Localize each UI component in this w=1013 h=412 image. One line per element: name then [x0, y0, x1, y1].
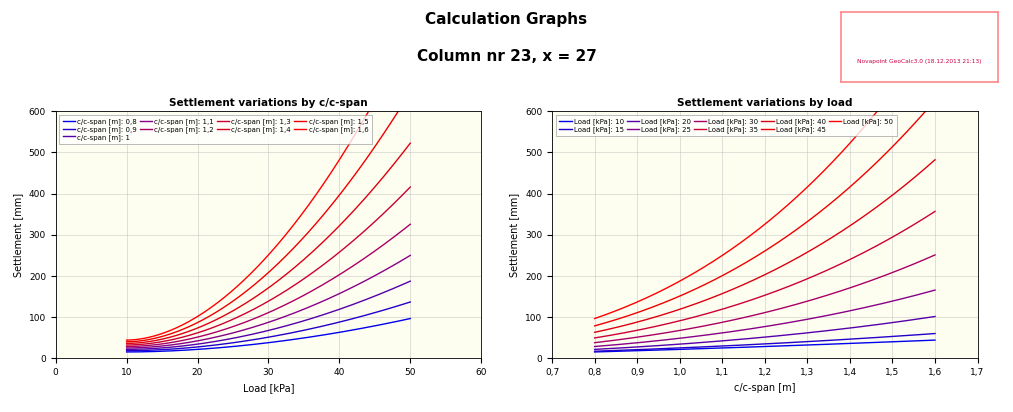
Title: Settlement variations by load: Settlement variations by load: [677, 98, 853, 108]
Legend: Load [kPa]: 10, Load [kPa]: 15, Load [kPa]: 20, Load [kPa]: 25, Load [kPa]: 30, : Load [kPa]: 10, Load [kPa]: 15, Load [kP…: [555, 115, 897, 136]
X-axis label: Load [kPa]: Load [kPa]: [243, 383, 294, 393]
Text: Calculation Graphs: Calculation Graphs: [425, 12, 588, 27]
Y-axis label: Settlement [mm]: Settlement [mm]: [510, 193, 520, 277]
Legend: c/c-span [m]: 0,8, c/c-span [m]: 0,9, c/c-span [m]: 1, c/c-span [m]: 1,1, c/c-sp: c/c-span [m]: 0,8, c/c-span [m]: 0,9, c/…: [59, 115, 372, 144]
Text: Column nr 23, x = 27: Column nr 23, x = 27: [416, 49, 597, 64]
Title: Settlement variations by c/c-span: Settlement variations by c/c-span: [169, 98, 368, 108]
Y-axis label: Settlement [mm]: Settlement [mm]: [13, 193, 23, 277]
X-axis label: c/c-span [m]: c/c-span [m]: [734, 383, 795, 393]
Text: Novapoint GeoCalc3.0 (18.12.2013 21:13): Novapoint GeoCalc3.0 (18.12.2013 21:13): [857, 59, 982, 64]
